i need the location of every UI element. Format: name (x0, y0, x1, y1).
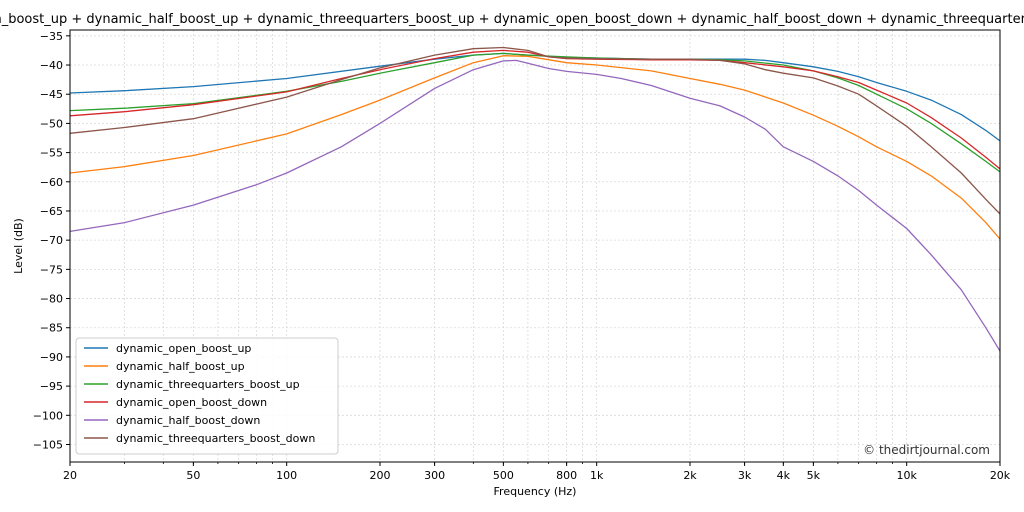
plot-area (69, 29, 1001, 463)
y-tick-label: −90 (40, 351, 63, 364)
series-line-dynamic_threequarters_boost_up (69, 52, 1001, 173)
y-tick-label: −95 (40, 380, 63, 393)
x-tick-label: 200 (370, 469, 391, 482)
x-tick-label: 4k (777, 469, 791, 482)
x-tick-label: 20k (990, 469, 1011, 482)
series-line-dynamic_half_boost_up (69, 55, 1001, 240)
y-tick-label: −45 (40, 88, 63, 101)
y-tick-label: −70 (40, 234, 63, 247)
y-tick-label: −80 (40, 293, 63, 306)
axis-ticks: 20 50 100 200 300 500 800 1k 2k 3k 4k 5k 10k 20k −35 −4… (33, 30, 1011, 482)
x-tick-label: 100 (276, 469, 297, 482)
legend: dynamic_open_boost_up dynamic_half_boost_… (75, 337, 339, 455)
series-line-dynamic_open_boost_up (69, 52, 1001, 142)
x-axis-label: Frequency (Hz) (494, 485, 577, 498)
y-axis-label: Level (dB) (12, 218, 25, 274)
series-line-dynamic_threequarters_boost_down (69, 46, 1001, 215)
grid (69, 30, 1001, 462)
legend-label: dynamic_open_boost_up (116, 342, 251, 355)
legend-label: dynamic_threequarters_boost_up (116, 378, 300, 391)
x-tick-label: 800 (556, 469, 577, 482)
y-tick-label: −105 (33, 438, 63, 451)
x-tick-label: 10k (896, 469, 917, 482)
x-tick-label: 50 (186, 469, 200, 482)
x-tick-label: 300 (424, 469, 445, 482)
y-tick-label: −40 (40, 59, 63, 72)
y-tick-label: −55 (40, 147, 63, 160)
legend-label: dynamic_half_boost_down (116, 414, 260, 427)
x-tick-label: 3k (738, 469, 752, 482)
y-tick-label: −85 (40, 322, 63, 335)
chart-title: dynamic_open_boost_up + dynamic_half_boo… (0, 12, 1024, 27)
x-tick-label: 20 (63, 469, 77, 482)
legend-label: dynamic_open_boost_down (116, 396, 267, 409)
x-tick-label: 5k (807, 469, 821, 482)
series-lines (69, 46, 1001, 352)
legend-label: dynamic_threequarters_boost_down (116, 432, 315, 445)
x-tick-label: 500 (493, 469, 514, 482)
y-tick-label: −65 (40, 205, 63, 218)
watermark-text: © thedirtjournal.com (863, 443, 990, 457)
legend-box (75, 337, 339, 455)
y-tick-label: −60 (40, 176, 63, 189)
y-tick-label: −35 (40, 30, 63, 43)
y-tick-label: −75 (40, 263, 63, 276)
y-tick-label: −100 (33, 409, 63, 422)
legend-label: dynamic_half_boost_up (116, 360, 245, 373)
x-tick-label: 1k (590, 469, 604, 482)
x-tick-label: 2k (683, 469, 697, 482)
y-tick-label: −50 (40, 117, 63, 130)
series-line-dynamic_half_boost_down (69, 59, 1001, 352)
